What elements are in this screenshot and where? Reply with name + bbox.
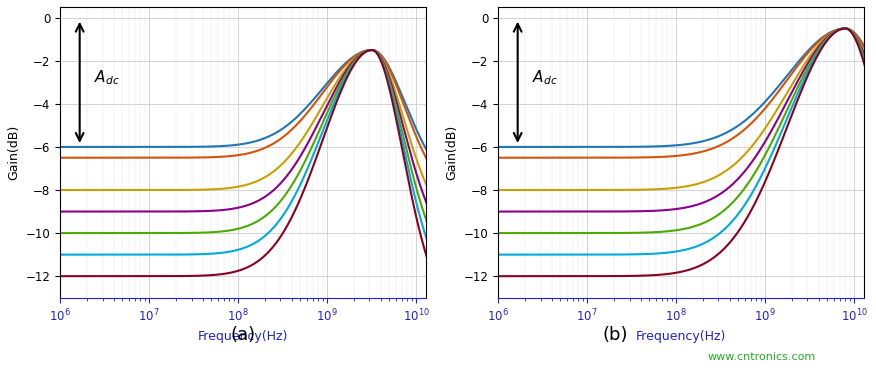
X-axis label: Frequency(Hz): Frequency(Hz) — [198, 330, 288, 342]
Text: www.cntronics.com: www.cntronics.com — [708, 352, 816, 362]
Text: (a): (a) — [230, 326, 256, 344]
Text: (b): (b) — [603, 326, 628, 344]
Y-axis label: Gain(dB): Gain(dB) — [7, 125, 20, 180]
X-axis label: Frequency(Hz): Frequency(Hz) — [636, 330, 726, 342]
Y-axis label: Gain(dB): Gain(dB) — [445, 125, 458, 180]
Text: $A_{dc}$: $A_{dc}$ — [94, 69, 120, 87]
Text: $A_{dc}$: $A_{dc}$ — [532, 69, 558, 87]
